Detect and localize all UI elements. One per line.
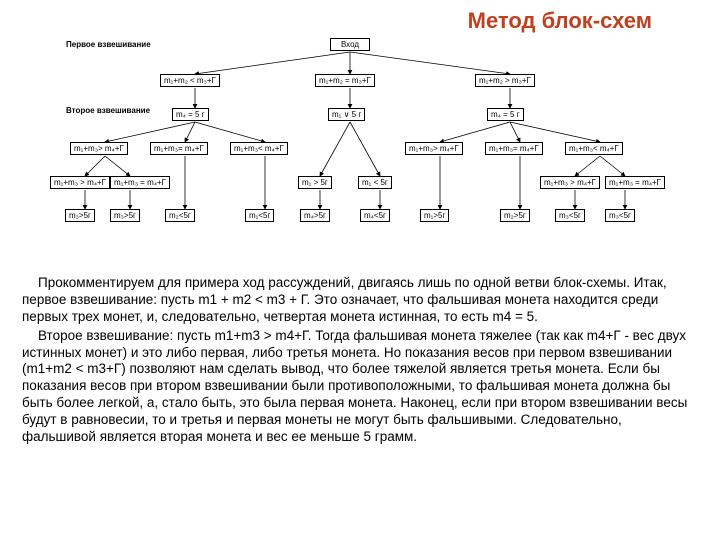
node-dR2: m₁ < 5г — [358, 176, 392, 189]
node-e5: m₄<5г — [360, 209, 390, 222]
node-a1: m₁+m₂ < m₃+Г — [160, 74, 220, 87]
node-c3: m₁+m₃< m₄+Г — [230, 142, 288, 155]
node-a2: m₁+m₂ = m₃+Г — [315, 74, 375, 87]
node-dL1: m₁+m₃ > m₄+Г — [50, 176, 110, 189]
node-dL1b: m₁+m₃ > m₄+Г — [540, 176, 600, 189]
node-c4: m₁+m₃> m₄+Г — [405, 142, 463, 155]
node-e7: m₂>5г — [500, 209, 530, 222]
node-e8b: m₃<5г — [605, 209, 635, 222]
node-c1: m₁+m₃> m₄+Г — [70, 142, 128, 155]
paragraph-2: Второе взвешивание: пусть m1+m3 > m4+Г. … — [22, 328, 698, 446]
node-bR: m₄ = 5 г — [487, 108, 524, 121]
node-e6: m₁>5г — [420, 209, 449, 222]
node-dL2: m₁+m₃ = m₄+Г — [110, 176, 170, 189]
node-a3: m₁+m₂ > m₃+Г — [475, 74, 535, 87]
node-c6: m₁+m₃< m₄+Г — [565, 142, 623, 155]
label-first: Первое взвешивание — [66, 40, 151, 49]
node-e1: m₃>5г — [65, 209, 95, 222]
body-text: Прокомментируем для примера ход рассужде… — [8, 271, 712, 446]
node-e8: m₃<5г — [555, 209, 585, 222]
node-e2: m₂<5г — [165, 209, 195, 222]
node-c2: m₁+m₃= m₄+Г — [150, 142, 208, 155]
node-e4: m₄>5г — [300, 209, 330, 222]
node-root: Вход — [330, 38, 370, 51]
paragraph-1: Прокомментируем для примера ход рассужде… — [22, 275, 698, 326]
node-bL: m₄ = 5 г — [172, 108, 209, 121]
node-e1b: m₃>5г — [110, 209, 140, 222]
node-e3: m₁<5г — [245, 209, 274, 222]
label-second: Второе взвешивание — [66, 106, 150, 115]
page-title: Метод блок-схем — [8, 8, 712, 34]
flowchart: Первое взвешивание Второе взвешивание Вх… — [10, 36, 710, 271]
node-dR1: m₁ > 5г — [298, 176, 332, 189]
node-c5: m₁+m₃= m₄+Г — [485, 142, 543, 155]
node-dL2b: m₁+m₃ = m₄+Г — [605, 176, 665, 189]
node-bM: m₁ ∨ 5 г — [328, 108, 365, 121]
